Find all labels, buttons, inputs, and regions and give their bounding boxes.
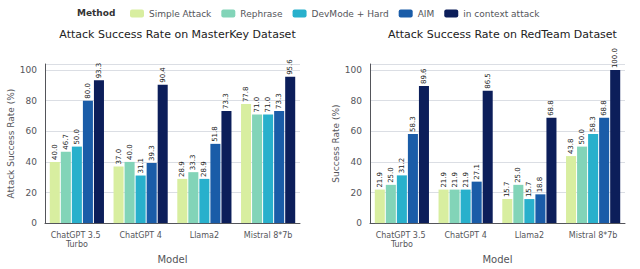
svg-text:100: 100 (20, 65, 37, 75)
svg-text:80: 80 (351, 96, 363, 106)
svg-text:73.3: 73.3 (222, 93, 230, 109)
svg-text:68.8: 68.8 (600, 100, 608, 116)
svg-text:25.0: 25.0 (387, 167, 395, 183)
svg-text:in context attack: in context attack (463, 9, 540, 19)
svg-text:93.3: 93.3 (95, 63, 103, 79)
svg-text:21.9: 21.9 (451, 172, 459, 188)
svg-text:Rephrase: Rephrase (240, 9, 283, 19)
svg-text:15.7: 15.7 (525, 181, 533, 197)
svg-text:0: 0 (356, 218, 362, 228)
svg-text:60: 60 (26, 126, 38, 136)
svg-text:DevMode + Hard: DevMode + Hard (312, 9, 389, 19)
svg-text:73.3: 73.3 (275, 93, 283, 109)
svg-text:ChatGPT 4: ChatGPT 4 (120, 231, 162, 240)
svg-text:20: 20 (26, 188, 38, 198)
svg-text:Mistral 8*7b: Mistral 8*7b (569, 231, 618, 240)
svg-text:Llama2: Llama2 (190, 231, 219, 240)
svg-text:95.6: 95.6 (286, 59, 294, 75)
svg-text:18.8: 18.8 (536, 177, 544, 193)
svg-text:ChatGPT 3.5: ChatGPT 3.5 (376, 231, 428, 240)
svg-text:25.0: 25.0 (514, 167, 522, 183)
svg-text:60: 60 (351, 126, 363, 136)
svg-text:21.9: 21.9 (376, 172, 384, 188)
svg-text:37.0: 37.0 (115, 149, 123, 165)
svg-text:28.9: 28.9 (178, 161, 186, 177)
svg-text:40: 40 (26, 157, 38, 167)
svg-text:71.0: 71.0 (264, 97, 272, 113)
svg-text:Attack Success Rate on RedTeam: Attack Success Rate on RedTeam Dataset (388, 28, 618, 41)
svg-text:Success Rate (%): Success Rate (%) (331, 104, 341, 182)
svg-text:40.0: 40.0 (51, 144, 59, 160)
svg-text:100.0: 100.0 (611, 48, 619, 68)
svg-text:46.7: 46.7 (62, 134, 70, 150)
svg-text:86.5: 86.5 (484, 73, 492, 89)
svg-text:40.0: 40.0 (126, 144, 134, 160)
svg-text:20: 20 (351, 188, 363, 198)
svg-text:15.7: 15.7 (503, 181, 511, 197)
svg-text:90.4: 90.4 (159, 67, 167, 83)
svg-text:Model: Model (157, 254, 187, 265)
svg-text:68.8: 68.8 (547, 100, 555, 116)
svg-text:58.3: 58.3 (589, 116, 597, 132)
svg-text:0: 0 (31, 218, 37, 228)
svg-text:50.0: 50.0 (578, 129, 586, 145)
svg-text:Attack Success Rate (%): Attack Success Rate (%) (6, 89, 16, 199)
svg-text:Model: Model (482, 254, 512, 265)
svg-text:33.3: 33.3 (189, 155, 197, 171)
svg-text:43.8: 43.8 (567, 139, 575, 155)
svg-text:21.9: 21.9 (440, 172, 448, 188)
svg-text:Turbo: Turbo (65, 240, 88, 249)
svg-text:80.0: 80.0 (84, 83, 92, 99)
svg-text:AIM: AIM (418, 9, 435, 19)
svg-text:Method: Method (77, 8, 115, 18)
svg-text:50.0: 50.0 (73, 129, 81, 145)
svg-text:100: 100 (345, 65, 362, 75)
svg-text:ChatGPT 4: ChatGPT 4 (445, 231, 487, 240)
svg-text:Mistral 8*7b: Mistral 8*7b (244, 231, 293, 240)
svg-text:28.9: 28.9 (200, 161, 208, 177)
svg-text:89.6: 89.6 (420, 68, 428, 84)
svg-text:21.9: 21.9 (462, 172, 470, 188)
svg-text:58.3: 58.3 (409, 116, 417, 132)
svg-text:Llama2: Llama2 (515, 231, 544, 240)
svg-text:71.0: 71.0 (253, 97, 261, 113)
svg-text:31.2: 31.2 (398, 158, 406, 174)
svg-text:77.8: 77.8 (242, 86, 250, 102)
svg-text:27.1: 27.1 (473, 164, 481, 180)
svg-text:31.1: 31.1 (137, 158, 145, 174)
svg-text:80: 80 (26, 96, 38, 106)
svg-text:Simple Attack: Simple Attack (149, 9, 212, 19)
svg-text:Turbo: Turbo (390, 240, 413, 249)
svg-text:Attack Success Rate on MasterK: Attack Success Rate on MasterKey Dataset (59, 28, 296, 41)
svg-text:39.3: 39.3 (148, 145, 156, 161)
svg-text:40: 40 (351, 157, 363, 167)
svg-text:51.8: 51.8 (211, 126, 219, 142)
svg-text:ChatGPT 3.5: ChatGPT 3.5 (51, 231, 103, 240)
